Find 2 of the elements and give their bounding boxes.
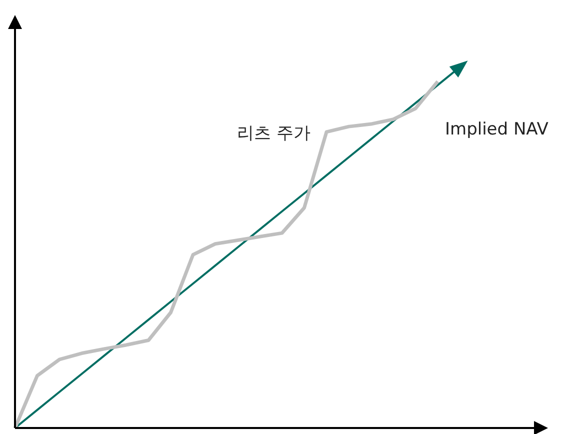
series-label: Implied NAV bbox=[445, 119, 549, 140]
series-label: 리츠 주가 bbox=[237, 123, 310, 144]
